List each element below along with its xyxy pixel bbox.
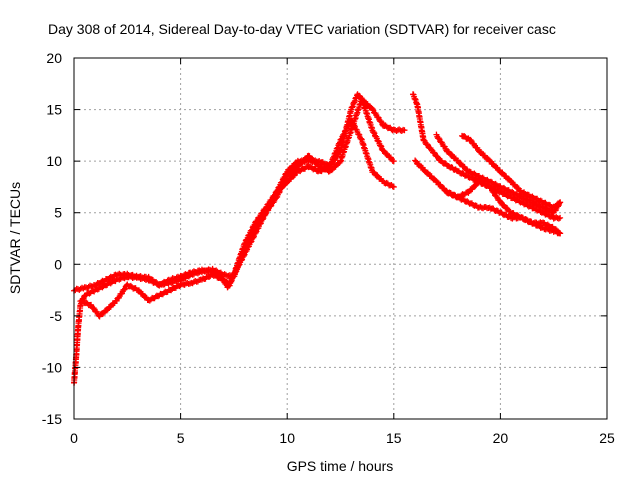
data-point bbox=[552, 226, 559, 233]
data-points bbox=[71, 91, 564, 386]
data-point bbox=[557, 199, 564, 206]
series-track-g bbox=[444, 188, 564, 237]
data-point bbox=[328, 167, 335, 174]
data-point bbox=[434, 153, 441, 160]
y-tick-label: 20 bbox=[46, 50, 62, 66]
chart-title: Day 308 of 2014, Sidereal Day-to-day VTE… bbox=[48, 21, 556, 37]
data-point bbox=[557, 214, 564, 221]
data-point bbox=[90, 304, 97, 311]
tick-marks bbox=[73, 57, 608, 420]
data-point bbox=[401, 127, 408, 134]
data-point bbox=[309, 156, 316, 163]
y-tick-label: -15 bbox=[42, 411, 62, 427]
x-tick-label: 20 bbox=[493, 430, 509, 446]
data-point bbox=[398, 127, 405, 134]
data-point bbox=[435, 135, 442, 142]
y-tick-labels: -15 -10 -5 0 5 10 15 20 bbox=[42, 50, 62, 427]
series-track-c bbox=[77, 117, 397, 320]
series-track-d bbox=[409, 91, 564, 222]
data-point bbox=[482, 203, 489, 210]
y-tick-label: -10 bbox=[42, 359, 62, 375]
data-point bbox=[360, 97, 367, 104]
data-point bbox=[220, 276, 227, 283]
data-point bbox=[369, 105, 376, 112]
x-tick-label: 0 bbox=[70, 430, 78, 446]
data-point bbox=[271, 192, 278, 199]
series-track-h bbox=[459, 132, 564, 211]
data-point bbox=[412, 157, 419, 164]
data-point bbox=[390, 183, 397, 190]
data-point bbox=[556, 229, 563, 236]
data-point bbox=[259, 210, 266, 217]
x-tick-labels: 0 5 10 15 20 25 bbox=[70, 430, 615, 446]
y-tick-label: 0 bbox=[54, 256, 62, 272]
data-point bbox=[514, 215, 521, 222]
data-point bbox=[472, 183, 479, 190]
data-point bbox=[424, 141, 431, 148]
data-point bbox=[158, 280, 165, 287]
x-tick-label: 25 bbox=[599, 430, 615, 446]
data-point bbox=[121, 286, 128, 293]
data-point bbox=[377, 118, 384, 125]
data-point bbox=[99, 310, 106, 317]
data-point bbox=[555, 215, 562, 222]
y-axis-title: SDTVAR / TECUs bbox=[7, 182, 23, 294]
data-point bbox=[504, 205, 511, 212]
x-tick-label: 10 bbox=[279, 430, 295, 446]
grid bbox=[74, 58, 607, 419]
data-point bbox=[557, 230, 564, 237]
data-point bbox=[448, 151, 455, 158]
data-point bbox=[103, 307, 110, 314]
data-point bbox=[298, 160, 305, 167]
data-point bbox=[457, 160, 464, 167]
data-point bbox=[486, 157, 493, 164]
data-point bbox=[496, 197, 503, 204]
data-point bbox=[390, 158, 397, 165]
plot-frame bbox=[73, 57, 608, 420]
series-track-f bbox=[433, 131, 564, 216]
data-point bbox=[467, 136, 474, 143]
x-axis-title: GPS time / hours bbox=[287, 458, 394, 474]
y-tick-label: 10 bbox=[46, 153, 62, 169]
data-point bbox=[490, 188, 497, 195]
x-tick-label: 5 bbox=[177, 430, 185, 446]
y-tick-label: 15 bbox=[46, 102, 62, 118]
y-tick-label: 5 bbox=[54, 205, 62, 221]
y-tick-label: -5 bbox=[50, 308, 63, 324]
x-tick-label: 15 bbox=[386, 430, 402, 446]
